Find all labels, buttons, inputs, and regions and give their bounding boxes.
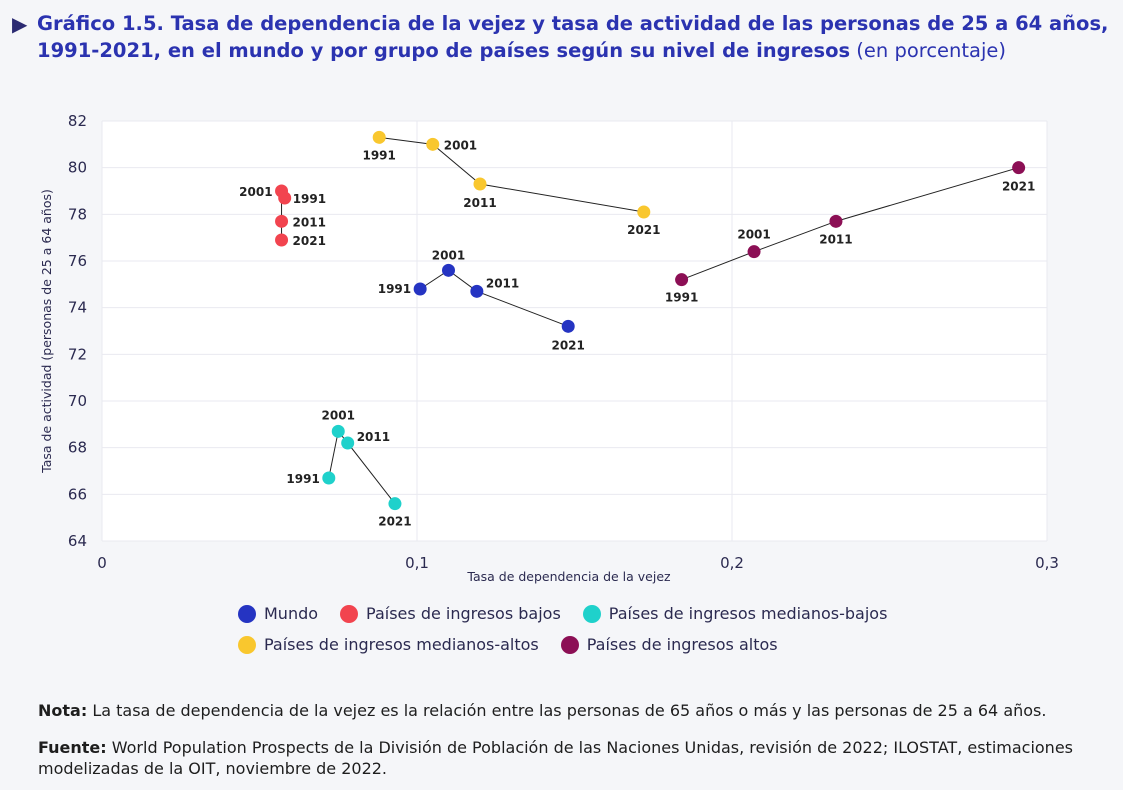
data-point bbox=[1012, 161, 1026, 175]
series: 1991 2001 2011 2021 bbox=[378, 248, 585, 352]
data-point bbox=[275, 214, 289, 228]
point-label: 2021 bbox=[627, 223, 660, 237]
series-line bbox=[328, 430, 396, 504]
point-label: 2001 bbox=[432, 248, 465, 262]
data-point bbox=[275, 184, 289, 198]
point-label: 2001 bbox=[737, 228, 770, 242]
legend-item: Países de ingresos bajos bbox=[340, 604, 561, 623]
legend-item: Países de ingresos altos bbox=[560, 635, 778, 654]
data-point bbox=[675, 273, 689, 287]
note-text: La tasa de dependencia de la vejez es la… bbox=[87, 701, 1047, 720]
scatter-chart: 0 0,1 0,2 0,3 64 66 68 70 72 74 76 78 80 82 Tasa de d… bbox=[39, 112, 1059, 584]
point-label: 2011 bbox=[486, 276, 519, 290]
y-tick-label: 66 bbox=[68, 485, 87, 503]
note: Nota: La tasa de dependencia de la vejez… bbox=[38, 700, 1108, 721]
tick-labels: 0 0,1 0,2 0,3 64 66 68 70 72 74 76 78 80 82 bbox=[68, 112, 1059, 572]
y-tick-label: 82 bbox=[68, 112, 87, 130]
title-arrow-icon: ▶ bbox=[12, 12, 28, 36]
data-point bbox=[470, 284, 484, 298]
y-tick-label: 76 bbox=[68, 252, 87, 270]
point-label: 2001 bbox=[444, 138, 477, 152]
point-label: 2011 bbox=[293, 215, 326, 229]
point-label: 2011 bbox=[819, 232, 852, 246]
legend: Mundo Países de ingresos bajos Países de i… bbox=[238, 598, 958, 660]
point-label: 1991 bbox=[378, 282, 411, 296]
point-label: 1991 bbox=[362, 148, 395, 162]
legend-item: Países de ingresos medianos-altos bbox=[238, 635, 539, 654]
legend-label: Países de ingresos altos bbox=[586, 635, 778, 654]
data-point bbox=[388, 497, 402, 511]
legend-label: Mundo bbox=[264, 604, 319, 623]
point-label: 1991 bbox=[665, 291, 698, 305]
data-point bbox=[747, 245, 761, 259]
point-label: 2001 bbox=[322, 408, 355, 422]
series: 1991 2001 2011 2021 bbox=[239, 184, 326, 248]
source-text: World Population Prospects de la Divisió… bbox=[38, 738, 1073, 778]
series-line bbox=[379, 136, 644, 213]
point-label: 2021 bbox=[1002, 180, 1035, 194]
data-point bbox=[275, 233, 289, 247]
x-tick-label: 0,3 bbox=[1035, 554, 1059, 572]
plot-area bbox=[102, 121, 1047, 541]
data-point bbox=[561, 319, 575, 333]
point-label: 1991 bbox=[286, 472, 319, 486]
data-point bbox=[426, 137, 440, 151]
point-label: 2021 bbox=[293, 234, 326, 248]
legend-dot-icon bbox=[238, 604, 256, 623]
point-label: 2011 bbox=[463, 196, 496, 210]
legend-row-1: Mundo Países de ingresos bajos Países de i… bbox=[238, 598, 958, 629]
legend-label: Países de ingresos bajos bbox=[366, 604, 561, 623]
y-tick-label: 68 bbox=[68, 439, 87, 457]
source: Fuente: World Population Prospects de la… bbox=[38, 737, 1108, 779]
x-tick-label: 0 bbox=[97, 554, 107, 572]
point-label: 2021 bbox=[551, 338, 584, 352]
legend-dot-icon bbox=[560, 635, 579, 654]
data-point bbox=[331, 424, 345, 438]
title-unit: (en porcentaje) bbox=[850, 39, 1007, 62]
note-label: Nota: bbox=[38, 701, 88, 720]
legend-item: Mundo bbox=[238, 604, 318, 623]
series-line bbox=[681, 167, 1019, 281]
chart-title: ▶ Gráfico 1.5. Tasa de dependencia de la… bbox=[12, 10, 1112, 64]
data-point bbox=[829, 214, 843, 228]
x-axis-label: Tasa de dependencia de la vejez bbox=[466, 569, 671, 584]
x-tick-label: 0,2 bbox=[720, 554, 744, 572]
data-point bbox=[372, 130, 386, 144]
y-tick-label: 74 bbox=[68, 299, 87, 317]
data-point bbox=[413, 282, 427, 296]
data-point bbox=[637, 205, 651, 219]
point-label: 2011 bbox=[357, 430, 390, 444]
source-label: Fuente: bbox=[38, 738, 107, 757]
series: 1991 2001 2011 2021 bbox=[665, 161, 1035, 305]
legend-label: Países de ingresos medianos-bajos bbox=[608, 604, 888, 623]
point-label: 2001 bbox=[239, 185, 272, 199]
legend-label: Países de ingresos medianos-altos bbox=[264, 635, 539, 654]
grid bbox=[101, 120, 1048, 542]
legend-item: Países de ingresos medianos-bajos bbox=[582, 604, 888, 623]
y-tick-label: 80 bbox=[68, 159, 87, 177]
legend-row-2: Países de ingresos medianos-altos Países … bbox=[238, 629, 958, 660]
y-tick-label: 78 bbox=[68, 205, 87, 223]
y-tick-label: 64 bbox=[68, 532, 87, 550]
data-point bbox=[473, 177, 487, 191]
legend-dot-icon bbox=[582, 604, 601, 623]
y-tick-label: 72 bbox=[68, 345, 87, 363]
legend-dot-icon bbox=[238, 635, 256, 654]
legend-dot-icon bbox=[340, 604, 359, 623]
title-bold: Gráfico 1.5. Tasa de dependencia de la v… bbox=[37, 12, 1109, 62]
y-axis-label: Tasa de actividad (personas de 25 a 64 a… bbox=[39, 189, 54, 474]
point-label: 2021 bbox=[378, 515, 411, 529]
series-line bbox=[419, 269, 569, 327]
series-group: 1991200120112021199120012011202119912001… bbox=[239, 130, 1035, 529]
data-point bbox=[341, 436, 355, 450]
data-point bbox=[322, 471, 336, 485]
y-tick-label: 70 bbox=[68, 392, 87, 410]
point-label: 1991 bbox=[293, 192, 326, 206]
series: 1991 2001 2011 2021 bbox=[362, 130, 661, 237]
x-tick-label: 0,1 bbox=[405, 554, 429, 572]
data-point bbox=[442, 263, 455, 277]
